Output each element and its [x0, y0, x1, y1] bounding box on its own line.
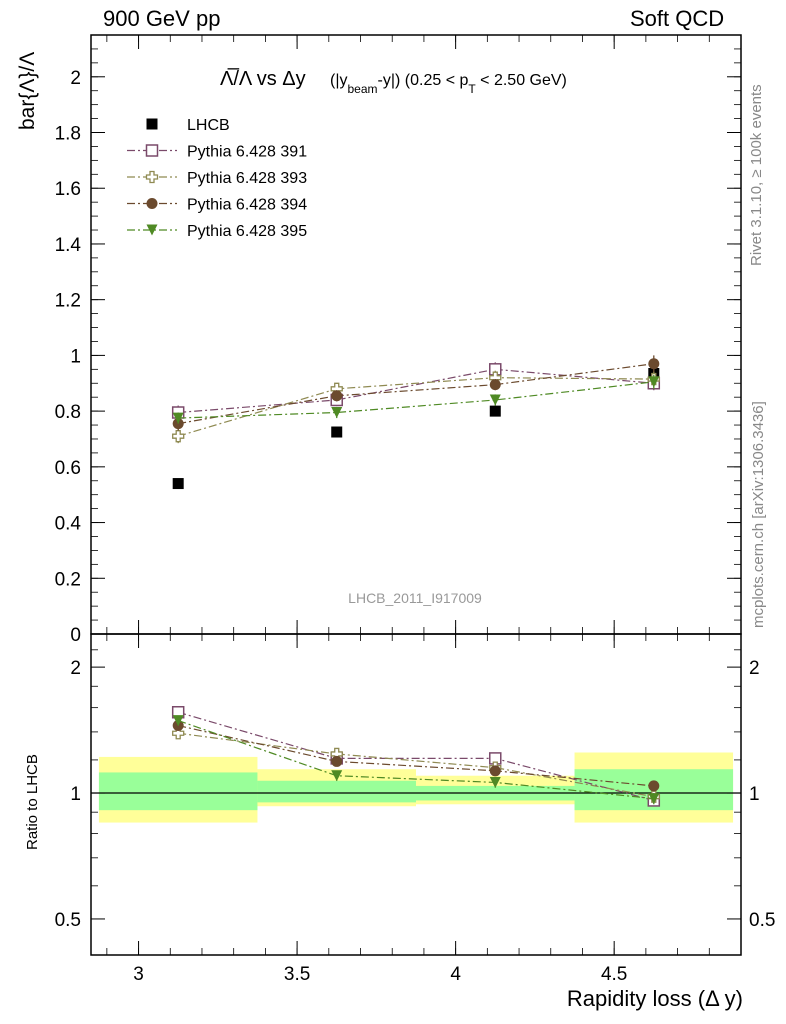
ratio-ytick-label-right-0: 0.5: [749, 910, 775, 931]
main-point: [331, 390, 343, 402]
main-axes: 0 0.2 0.4 0.6 0.8 1 1.2 1.4 1.6 1.8 2: [55, 34, 742, 646]
main-ytick-label-4: 0.8: [55, 402, 81, 423]
main-ytick-label-0: 0: [70, 625, 81, 646]
ratio-ytick-label-0: 0.5: [55, 910, 81, 931]
ratio-point: [331, 755, 343, 767]
legend-marker: [146, 224, 158, 236]
ratio-ytick-label-right-2: 2: [749, 658, 760, 679]
ratio-series-group: [171, 706, 661, 807]
main-ytick-label-2: 0.4: [55, 514, 82, 535]
main-series-3: [172, 355, 660, 431]
legend-marker: [145, 144, 159, 157]
legend-label-3: Pythia 6.428 394: [187, 197, 307, 214]
main-series-line-4: [178, 381, 654, 419]
main-ytick-label-9: 1.8: [55, 124, 81, 145]
main-point: [172, 430, 185, 443]
main-ytick-label-10: 2: [70, 68, 81, 89]
main-ytick-label-1: 0.2: [55, 569, 81, 590]
main-series-1: [171, 362, 661, 420]
band-green-0: [98, 772, 258, 811]
main-title: Λ̅/Λ vs Δy: [220, 67, 306, 90]
ratio-series-3: [172, 715, 660, 805]
ratio-uncertainty-bands: [98, 752, 734, 823]
main-series-line-3: [178, 363, 654, 425]
main-point: [489, 405, 501, 417]
ratio-frame: [90, 633, 742, 956]
ratio-xtick-label-2: 4: [450, 964, 461, 985]
legend-item-0: LHCB: [146, 117, 230, 134]
main-series-4: [172, 374, 660, 424]
ratio-point: [648, 780, 660, 792]
legend-item-3: Pythia 6.428 394: [127, 197, 307, 214]
main-point: [648, 358, 660, 370]
legend-label-0: LHCB: [187, 117, 230, 134]
legend-label-1: Pythia 6.428 391: [187, 144, 307, 161]
legend-item-1: Pythia 6.428 391: [127, 144, 307, 161]
legend: LHCB Pythia 6.428 391 Pythia 6.428 393 Pyth…: [127, 117, 307, 240]
ratio-xlabel: Rapidity loss (Δ y): [567, 986, 743, 1011]
ratio-ytick-label-right-1: 1: [749, 784, 760, 805]
main-point: [331, 426, 343, 438]
ratio-point: [172, 727, 185, 740]
main-series-line-1: [178, 368, 654, 414]
main-ylabel: bar{Λ}/Λ: [16, 52, 39, 130]
ratio-ytick-label-1: 1: [70, 784, 81, 805]
ratio-axes: 3 3.5 4 4.5 0.5 0.5 1 1 2 2: [55, 633, 775, 985]
main-ytick-label-5: 1: [70, 346, 81, 367]
header-right: Soft QCD: [630, 6, 725, 31]
ratio-xtick-label-3: 4.5: [601, 964, 627, 985]
ratio-ylabel: Ratio to LHCB: [24, 754, 41, 850]
ratio-point: [172, 715, 184, 727]
legend-marker: [146, 118, 158, 130]
main-point: [648, 376, 660, 388]
main-ytick-label-8: 1.6: [55, 179, 81, 200]
ratio-series-line-3: [177, 720, 654, 800]
main-ytick-label-7: 1.4: [55, 235, 82, 256]
legend-item-2: Pythia 6.428 393: [127, 170, 307, 187]
ratio-point: [648, 793, 660, 805]
main-point: [172, 412, 184, 424]
main-point: [331, 407, 343, 419]
header-left: 900 GeV pp: [103, 6, 221, 31]
main-series-0: [172, 368, 660, 490]
main-point: [172, 478, 184, 490]
main-ytick-label-3: 0.6: [55, 458, 81, 479]
main-series-group: [171, 355, 661, 490]
ratio-point: [489, 765, 501, 777]
main-point: [489, 379, 501, 391]
legend-marker: [145, 170, 159, 184]
main-subtitle: (|ybeam-y|) (0.25 < pT < 2.50 GeV): [330, 72, 567, 96]
ratio-point: [489, 776, 501, 788]
ratio-series-line-0: [178, 711, 654, 802]
watermark: LHCB_2011_I917009: [348, 590, 482, 606]
ratio-series-line-2: [178, 724, 654, 787]
main-ytick-label-6: 1.2: [55, 291, 81, 312]
ratio-xtick-label-1: 3.5: [284, 964, 310, 985]
legend-item-4: Pythia 6.428 395: [127, 223, 307, 240]
legend-marker: [146, 198, 158, 209]
legend-label-2: Pythia 6.428 393: [187, 170, 307, 187]
main-point: [489, 394, 501, 406]
ratio-point: [331, 770, 343, 782]
main-series-line-2: [178, 377, 654, 437]
legend-label-4: Pythia 6.428 395: [187, 223, 307, 240]
band-green-1: [257, 780, 416, 803]
ratio-xtick-label-0: 3: [133, 964, 144, 985]
ratio-ytick-label-2: 2: [70, 658, 81, 679]
